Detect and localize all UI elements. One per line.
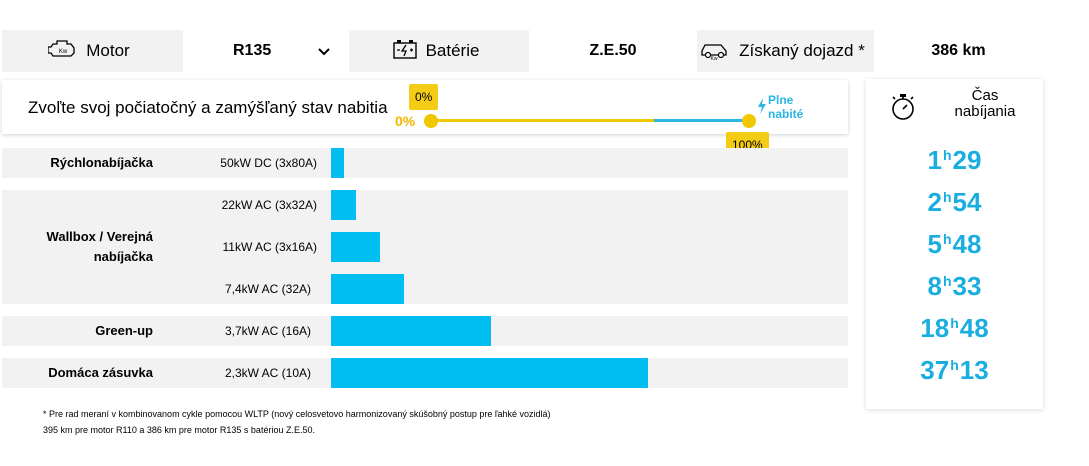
time-minutes: 48	[959, 313, 989, 343]
spec-label: 3,7kW AC (16A)	[224, 324, 311, 338]
footnote-line2: 395 km pre motor R110 a 386 km pre motor…	[43, 425, 315, 435]
duration-bar	[331, 358, 648, 388]
time-minutes: 33	[952, 271, 982, 301]
hour-unit: h	[942, 189, 952, 205]
charge-selector-title: Zvoľte svoj počiatočný a zamýšľaný stav …	[28, 98, 388, 117]
hour-unit: h	[950, 357, 959, 373]
time-minutes: 48	[952, 229, 982, 259]
time-hours: 5	[927, 229, 942, 259]
range-label: Získaný dojazd *	[739, 41, 865, 60]
battery-label-cell: Batérie	[349, 30, 522, 72]
time-hours: 37	[920, 355, 950, 385]
divider-arrow	[522, 43, 529, 59]
duration-bar	[331, 316, 491, 346]
time-hours: 8	[927, 271, 942, 301]
hour-unit: h	[942, 231, 952, 247]
duration-bar	[331, 232, 380, 262]
time-minutes: 29	[952, 145, 982, 175]
motor-label-cell: Kw Motor	[2, 30, 176, 72]
row-bg-wallbox	[2, 190, 848, 304]
full-charge-label: Plne nabité	[768, 93, 803, 121]
spec-label: 11kW AC (3x16A)	[222, 240, 317, 254]
battery-icon	[392, 38, 418, 65]
spec-label: 7,4kW AC (32A)	[224, 282, 311, 296]
hour-unit: h	[950, 315, 959, 331]
range-value-cell: 386 km	[874, 30, 1043, 72]
full-charge-line2: nabité	[768, 107, 804, 121]
spec-label: 2,3kW AC (10A)	[224, 366, 311, 380]
charging-time-title-line1: Čas	[971, 87, 999, 104]
charge-time-value: 5h48	[866, 229, 1043, 260]
motor-label: Motor	[86, 41, 130, 60]
duration-bar	[331, 274, 404, 304]
range-label-cell: Kw Získaný dojazd *	[697, 30, 867, 72]
range-value: 386 km	[931, 42, 986, 59]
duration-bar	[331, 190, 356, 220]
spec-label: 50kW DC (3x80A)	[220, 156, 317, 170]
start-tooltip: 0%	[409, 84, 439, 110]
time-minutes: 13	[959, 355, 989, 385]
hour-unit: h	[942, 147, 952, 163]
footnote-line1: * Pre rad meraní v kombinovanom cykle po…	[43, 409, 551, 419]
category-wallbox: Wallbox / Verejná nabíjačka	[2, 227, 153, 267]
slider-track-selected[interactable]	[431, 119, 654, 122]
stopwatch-icon	[890, 93, 916, 126]
motor-icon: Kw	[47, 38, 78, 65]
duration-bar	[331, 148, 344, 178]
hour-unit: h	[942, 273, 952, 289]
charge-time-value: 8h33	[866, 271, 1043, 302]
start-percent-label: 0%	[395, 113, 416, 129]
chevron-down-icon	[317, 43, 331, 63]
time-hours: 2	[927, 187, 942, 217]
spec-bar: Kw Motor R135 Batérie Z.E.50	[2, 30, 1043, 72]
start-slider-handle[interactable]	[424, 114, 438, 128]
charge-time-value: 2h54	[866, 187, 1043, 218]
battery-value: Z.E.50	[589, 42, 637, 59]
row-bg-fast	[2, 148, 848, 178]
spec-label: 22kW AC (3x32A)	[221, 198, 317, 212]
charge-time-value: 37h13	[866, 355, 1043, 386]
divider-arrow	[176, 43, 183, 59]
time-hours: 18	[920, 313, 950, 343]
motor-value: R135	[233, 42, 272, 59]
category-fast-charger: Rýchlonabíjačka	[50, 155, 153, 170]
charge-time-value: 1h29	[866, 145, 1043, 176]
charging-time-title: Čas nabíjania	[939, 88, 1031, 120]
motor-select[interactable]: R135	[183, 30, 349, 72]
category-wallbox-line1: Wallbox / Verejná	[46, 229, 153, 244]
category-wallbox-line2: nabíjačka	[93, 249, 153, 264]
battery-value-cell: Z.E.50	[529, 30, 697, 72]
lightning-icon	[757, 98, 767, 119]
car-icon: Kw	[699, 38, 731, 65]
divider-arrow	[867, 43, 874, 59]
charging-time-title-line2: nabíjania	[954, 103, 1016, 120]
time-hours: 1	[927, 145, 942, 175]
full-charge-line1: Plne	[768, 93, 794, 107]
time-minutes: 54	[952, 187, 982, 217]
battery-label: Batérie	[425, 41, 480, 60]
svg-text:Kw: Kw	[711, 56, 718, 60]
slider-track-remaining[interactable]	[654, 119, 749, 122]
category-home-socket: Domáca zásuvka	[48, 365, 153, 380]
end-slider-handle[interactable]	[742, 114, 756, 128]
charging-time-panel: Čas nabíjania 1h29 2h54 5h48 8h33 18h48 …	[866, 79, 1043, 409]
category-green-up: Green-up	[95, 323, 153, 338]
charge-time-value: 18h48	[866, 313, 1043, 344]
svg-text:Kw: Kw	[59, 49, 68, 55]
